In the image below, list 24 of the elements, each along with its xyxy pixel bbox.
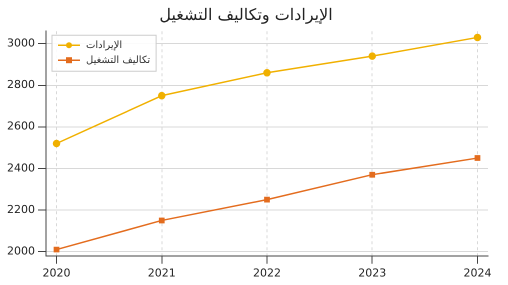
- point: [369, 172, 376, 178]
- y-tick-label: 2400: [6, 161, 35, 174]
- x-tick-label: 2021: [148, 266, 176, 280]
- y-tick-label: 2000: [6, 244, 35, 258]
- point: [158, 218, 165, 224]
- x-tick-label: 2020: [42, 266, 71, 280]
- point: [474, 155, 480, 161]
- x-tick-label: 2023: [358, 266, 386, 280]
- point: [52, 140, 60, 148]
- y-tick-label: 3000: [6, 36, 35, 50]
- chart-title: الإيرادات وتكاليف التشغيل: [159, 4, 333, 24]
- point: [263, 69, 271, 77]
- y-tick-label: 2600: [6, 120, 35, 133]
- y-tick-label: 2200: [6, 202, 35, 216]
- legend-label: الإيرادات: [86, 40, 122, 51]
- legend-label: تكاليف التشغيل: [86, 54, 150, 66]
- x-tick-label: 2022: [252, 266, 281, 280]
- point: [264, 196, 270, 203]
- point: [474, 34, 482, 42]
- point: [158, 92, 166, 100]
- point: [368, 52, 376, 60]
- y-tick-label: 2800: [6, 78, 35, 92]
- x-tick-label: 2024: [463, 266, 492, 280]
- point: [54, 246, 60, 252]
